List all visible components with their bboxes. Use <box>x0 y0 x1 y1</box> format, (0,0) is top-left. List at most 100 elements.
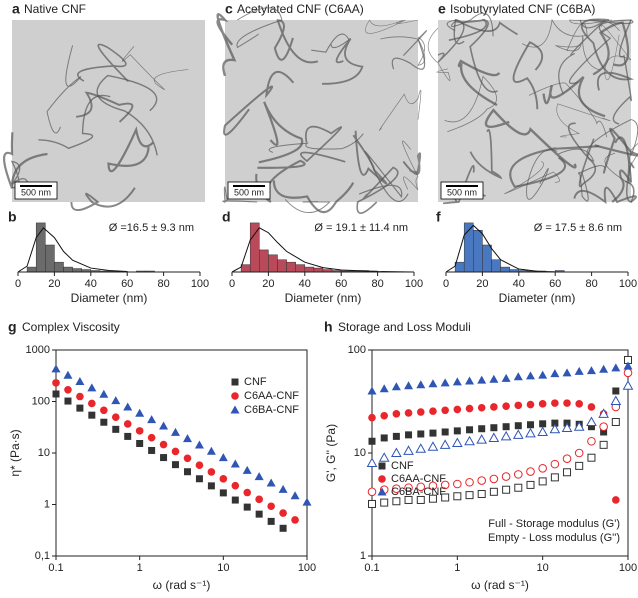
marker <box>624 381 633 389</box>
marker <box>551 460 559 468</box>
panel-letter: b <box>8 209 17 225</box>
marker <box>147 415 156 423</box>
marker <box>515 484 522 491</box>
marker <box>466 426 473 433</box>
panel-letter: d <box>222 209 231 225</box>
bar <box>73 269 82 272</box>
legend-label: C6AA-CNF <box>244 390 299 402</box>
legend-label: C6BA-CNF <box>244 404 299 416</box>
marker <box>489 375 498 383</box>
x-axis-label: Diameter (nm) <box>285 291 362 305</box>
marker <box>478 425 485 432</box>
bar <box>241 265 250 272</box>
marker <box>112 413 120 421</box>
bar <box>45 245 54 272</box>
y-tick-label: 100 <box>32 395 50 407</box>
marker <box>538 427 547 435</box>
marker <box>172 461 179 468</box>
marker <box>575 400 583 408</box>
bar <box>268 255 277 272</box>
x-axis-label: ω (rad s⁻¹) <box>153 578 211 592</box>
marker <box>392 382 401 390</box>
y-axis-label: G', G'' (Pa) <box>324 424 338 482</box>
x-tick-label: 0 <box>15 278 21 290</box>
marker <box>514 430 523 438</box>
marker <box>64 386 72 394</box>
marker <box>527 401 535 409</box>
panel-letter: f <box>436 209 441 225</box>
annotation: Ø = 17.5 ± 8.6 nm <box>534 222 622 234</box>
marker <box>136 427 144 435</box>
bar <box>27 267 36 272</box>
marker <box>611 363 620 371</box>
legend-label: CNF <box>244 376 267 388</box>
marker <box>368 386 377 394</box>
marker <box>454 480 462 488</box>
y-tick-label: 100 <box>348 344 366 356</box>
marker <box>526 429 535 437</box>
marker <box>64 398 71 405</box>
marker <box>489 433 498 441</box>
x-tick-label: 1 <box>137 562 143 574</box>
x-axis-label: Diameter (nm) <box>499 291 576 305</box>
marker <box>88 400 96 408</box>
legend-label: C6AA-CNF <box>391 473 446 485</box>
marker <box>172 448 180 456</box>
marker <box>196 475 203 482</box>
marker <box>368 414 376 422</box>
bar <box>492 260 501 272</box>
bar <box>482 245 491 272</box>
marker <box>442 428 449 435</box>
marker <box>404 381 413 389</box>
x-tick-label: 1 <box>454 562 460 574</box>
y-tick-label: 1 <box>360 550 366 562</box>
x-tick-label: 0 <box>443 278 449 290</box>
marker <box>380 453 389 461</box>
marker <box>255 496 263 504</box>
marker <box>232 379 239 386</box>
bar <box>278 260 287 272</box>
marker <box>112 426 119 433</box>
marker <box>231 482 239 490</box>
annotation: Empty - Loss modulus (G'') <box>488 532 620 544</box>
annotation: Ø = 19.1 ± 11.4 nm <box>314 222 408 234</box>
marker <box>207 447 216 455</box>
marker <box>280 525 287 532</box>
marker <box>243 489 251 497</box>
marker <box>303 498 312 506</box>
scale-bar-label: 500 nm <box>447 187 477 197</box>
marker <box>111 396 120 404</box>
y-tick-label: 10 <box>38 447 50 459</box>
marker <box>220 489 227 496</box>
marker <box>453 377 462 385</box>
marker <box>255 472 264 480</box>
marker <box>527 421 534 428</box>
marker <box>148 434 156 442</box>
marker <box>429 430 436 437</box>
marker <box>490 475 498 483</box>
marker <box>369 438 376 445</box>
marker <box>88 412 95 419</box>
x-tick-label: 20 <box>48 278 60 290</box>
bar <box>54 262 63 272</box>
marker <box>393 410 401 418</box>
x-tick-label: 80 <box>157 278 169 290</box>
x-tick-label: 40 <box>299 278 311 290</box>
marker <box>454 406 462 414</box>
bar <box>455 262 464 272</box>
marker <box>231 460 240 468</box>
marker <box>587 366 596 374</box>
panel-letter: g <box>8 319 17 335</box>
marker <box>551 474 558 481</box>
bar <box>64 267 73 272</box>
bar <box>305 267 314 272</box>
marker <box>612 418 619 425</box>
x-tick-label: 100 <box>619 562 637 574</box>
marker <box>52 379 60 387</box>
x-tick-label: 100 <box>405 278 423 290</box>
annotation: Ø =16.5 ± 9.3 nm <box>109 222 194 234</box>
marker <box>490 424 497 431</box>
x-tick-label: 80 <box>371 278 383 290</box>
marker <box>219 453 228 461</box>
marker <box>515 422 522 429</box>
